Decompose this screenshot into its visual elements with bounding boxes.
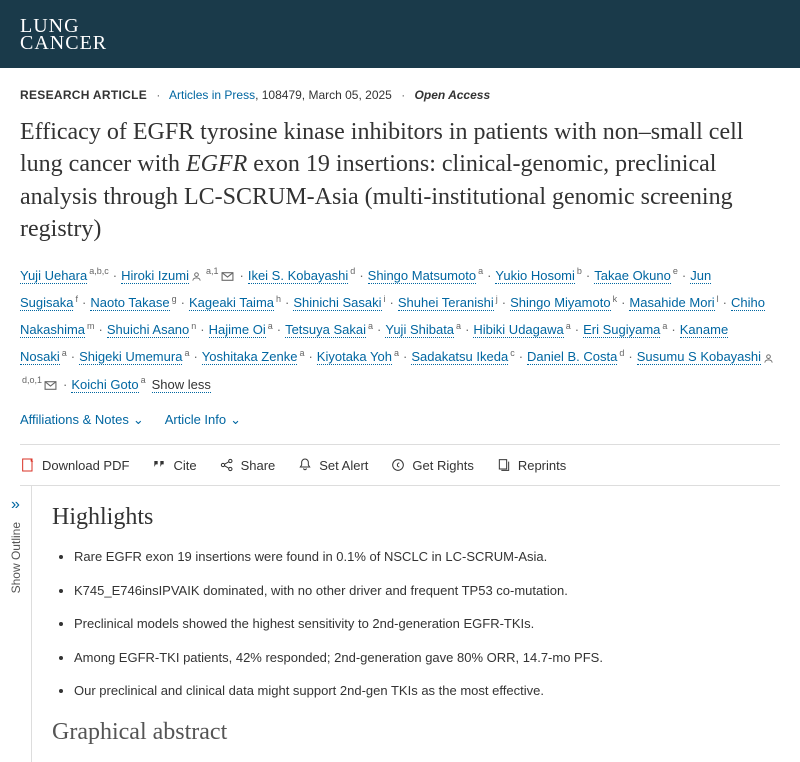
pdf-icon bbox=[20, 457, 36, 473]
highlight-item: Rare EGFR exon 19 insertions were found … bbox=[74, 547, 800, 567]
highlights-list: Rare EGFR exon 19 insertions were found … bbox=[52, 547, 800, 701]
author-link[interactable]: Shingo Matsumoto bbox=[368, 268, 476, 284]
reprints-button[interactable]: Reprints bbox=[496, 457, 566, 473]
graphical-abstract-heading: Graphical abstract bbox=[52, 719, 800, 746]
highlights-heading: Highlights bbox=[52, 504, 800, 531]
article-ref: , 108479, March 05, 2025 bbox=[255, 88, 392, 102]
download-pdf-button[interactable]: Download PDF bbox=[20, 457, 129, 473]
affiliation-marker: a,1 bbox=[206, 266, 219, 276]
author-list: Yuji Ueharaa,b,c·Hiroki Izumia,1·Ikei S.… bbox=[20, 262, 780, 398]
show-outline-label: Show Outline bbox=[9, 522, 23, 593]
author-link[interactable]: Shuichi Asano bbox=[107, 322, 189, 338]
show-less-link[interactable]: Show less bbox=[152, 377, 211, 393]
highlight-item: K745_E746insIPVAIK dominated, with no ot… bbox=[74, 581, 800, 601]
article-type: Research Article bbox=[20, 88, 147, 102]
get-rights-button[interactable]: Get Rights bbox=[390, 457, 473, 473]
affiliation-marker: m bbox=[87, 321, 95, 331]
affiliation-marker: a bbox=[62, 348, 67, 358]
author-link[interactable]: Shinichi Sasaki bbox=[293, 295, 381, 311]
author-link[interactable]: Susumu S Kobayashi bbox=[637, 349, 761, 365]
info-toggles: Affiliations & Notes⌄ Article Info⌄ bbox=[20, 412, 780, 428]
author-link[interactable]: Yoshitaka Zenke bbox=[202, 349, 298, 365]
affiliation-marker: n bbox=[191, 321, 196, 331]
author-link[interactable]: Kiyotaka Yoh bbox=[317, 349, 392, 365]
author-link[interactable]: Koichi Goto bbox=[71, 377, 138, 393]
chevron-down-icon: ⌄ bbox=[230, 412, 241, 427]
affiliation-marker: e bbox=[673, 266, 678, 276]
copyright-icon bbox=[390, 457, 406, 473]
share-icon bbox=[219, 457, 235, 473]
journal-header: LUNG CANCER bbox=[0, 0, 800, 68]
affiliation-marker: a bbox=[456, 321, 461, 331]
article-info-toggle[interactable]: Article Info⌄ bbox=[165, 412, 241, 427]
author-link[interactable]: Hiroki Izumi bbox=[121, 268, 189, 284]
affiliation-marker: a bbox=[394, 348, 399, 358]
outline-sidebar[interactable]: » Show Outline bbox=[0, 486, 32, 762]
highlight-item: Preclinical models showed the highest se… bbox=[74, 614, 800, 634]
affiliation-marker: b bbox=[577, 266, 582, 276]
affiliation-marker: a bbox=[299, 348, 304, 358]
affiliation-marker: d,o,1 bbox=[22, 375, 42, 385]
section-link[interactable]: Articles in Press bbox=[169, 88, 255, 102]
affiliation-marker: d bbox=[350, 266, 355, 276]
author-link[interactable]: Kageaki Taima bbox=[189, 295, 274, 311]
affiliation-marker: a bbox=[368, 321, 373, 331]
affiliation-marker: a bbox=[184, 348, 189, 358]
article-title: Efficacy of EGFR tyrosine kinase inhibit… bbox=[20, 116, 780, 246]
affiliation-marker: a,b,c bbox=[89, 266, 109, 276]
author-link[interactable]: Yukio Hosomi bbox=[495, 268, 574, 284]
reprint-icon bbox=[496, 457, 512, 473]
logo-line2: CANCER bbox=[20, 33, 107, 53]
journal-logo[interactable]: LUNG CANCER bbox=[20, 16, 107, 53]
affiliation-marker: k bbox=[613, 294, 618, 304]
highlight-item: Among EGFR-TKI patients, 42% responded; … bbox=[74, 648, 800, 668]
open-access-label: Open Access bbox=[415, 88, 491, 102]
affiliation-marker: c bbox=[510, 348, 515, 358]
highlight-item: Our preclinical and clinical data might … bbox=[74, 681, 800, 701]
affiliation-marker: d bbox=[619, 348, 624, 358]
cite-button[interactable]: Cite bbox=[151, 457, 196, 473]
author-link[interactable]: Shuhei Teranishi bbox=[398, 295, 494, 311]
affiliation-marker: a bbox=[478, 266, 483, 276]
person-icon[interactable] bbox=[189, 268, 204, 283]
author-link[interactable]: Naoto Takase bbox=[90, 295, 169, 311]
affiliation-marker: i bbox=[384, 294, 386, 304]
author-link[interactable]: Takae Okuno bbox=[594, 268, 671, 284]
affiliation-marker: a bbox=[662, 321, 667, 331]
author-link[interactable]: Hajime Oi bbox=[209, 322, 266, 338]
quote-icon bbox=[151, 457, 167, 473]
mail-icon[interactable] bbox=[42, 377, 59, 392]
author-link[interactable]: Shigeki Umemura bbox=[79, 349, 182, 365]
author-link[interactable]: Yuji Shibata bbox=[385, 322, 454, 338]
article-meta: Research Article · Articles in Press, 10… bbox=[20, 88, 780, 102]
affiliation-marker: a bbox=[566, 321, 571, 331]
action-bar: Download PDF Cite Share Set Alert Get Ri… bbox=[20, 444, 780, 486]
author-link[interactable]: Hibiki Udagawa bbox=[473, 322, 563, 338]
author-link[interactable]: Sadakatsu Ikeda bbox=[411, 349, 508, 365]
author-link[interactable]: Shingo Miyamoto bbox=[510, 295, 610, 311]
affiliation-marker: h bbox=[276, 294, 281, 304]
author-link[interactable]: Tetsuya Sakai bbox=[285, 322, 366, 338]
affiliation-marker: j bbox=[496, 294, 498, 304]
affiliation-marker: f bbox=[75, 294, 78, 304]
chevron-down-icon: ⌄ bbox=[133, 412, 144, 427]
author-link[interactable]: Eri Sugiyama bbox=[583, 322, 660, 338]
author-link[interactable]: Masahide Mori bbox=[629, 295, 714, 311]
person-icon[interactable] bbox=[761, 349, 776, 364]
affiliation-marker: a bbox=[141, 375, 146, 385]
share-button[interactable]: Share bbox=[219, 457, 276, 473]
chevron-right-icon: » bbox=[11, 496, 20, 514]
mail-icon[interactable] bbox=[219, 268, 236, 283]
bell-icon bbox=[297, 457, 313, 473]
affiliation-marker: g bbox=[172, 294, 177, 304]
affiliation-marker: a bbox=[268, 321, 273, 331]
author-link[interactable]: Daniel B. Costa bbox=[527, 349, 617, 365]
affiliation-marker: l bbox=[717, 294, 719, 304]
author-link[interactable]: Ikei S. Kobayashi bbox=[248, 268, 348, 284]
affiliations-toggle[interactable]: Affiliations & Notes⌄ bbox=[20, 412, 144, 427]
set-alert-button[interactable]: Set Alert bbox=[297, 457, 368, 473]
author-link[interactable]: Yuji Uehara bbox=[20, 268, 87, 284]
